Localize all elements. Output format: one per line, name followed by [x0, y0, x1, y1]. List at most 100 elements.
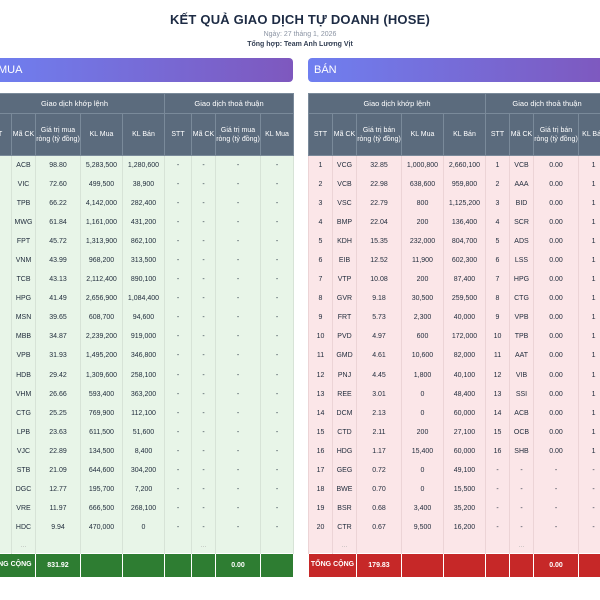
ellipsis-cell	[215, 537, 261, 554]
table-cell: 31.93	[35, 346, 81, 366]
ellipsis-cell	[356, 537, 402, 554]
table-cell: 0.00	[533, 441, 579, 461]
table-cell: 5	[0, 231, 12, 251]
table-cell: 21.09	[35, 461, 81, 481]
table-cell: 200	[401, 270, 444, 290]
table-cell: 5	[0, 422, 12, 442]
table-cell: -	[191, 327, 216, 347]
buy-total-value: 831.92	[35, 552, 81, 578]
table-cell: -	[191, 384, 216, 404]
table-cell: 600	[401, 327, 444, 347]
table-cell: 39.65	[35, 308, 81, 328]
sell-panel-header: BÁN	[308, 58, 600, 82]
table-cell: 1,280,600	[122, 155, 165, 175]
table-cell: BID	[509, 193, 534, 213]
table-cell: 1	[0, 155, 12, 175]
table-cell: -	[215, 384, 261, 404]
table-cell: -	[191, 270, 216, 290]
table-row: 2 VCB 22.98 638,600 959,800 2 AAA 0.00 1	[308, 174, 600, 194]
buy-total-empty	[259, 552, 295, 578]
table-cell: 16	[485, 441, 510, 461]
sell-col-stt: STT	[308, 113, 333, 156]
ellipsis-cell: ...	[509, 537, 534, 554]
table-cell: -	[164, 270, 192, 290]
table-cell: 0.00	[533, 384, 579, 404]
table-cell: 1	[577, 212, 600, 232]
buy-col-vol-sell: KL Bán	[122, 113, 165, 156]
table-cell: 0.68	[356, 499, 402, 519]
table-cell: 666,500	[80, 499, 123, 519]
table-cell: 45.72	[35, 231, 81, 251]
table-cell: 0	[401, 480, 444, 500]
table-cell: -	[259, 212, 295, 232]
table-cell: LSS	[509, 250, 534, 271]
table-cell: SCR	[509, 212, 534, 232]
table-cell: -	[164, 461, 192, 481]
table-cell: 769,900	[80, 403, 123, 423]
table-cell: 1	[577, 308, 600, 328]
table-cell: -	[577, 480, 600, 500]
table-cell: VCB	[509, 155, 534, 175]
table-cell: -	[191, 193, 216, 213]
table-cell: -	[215, 461, 261, 481]
table-cell: 82,000	[443, 346, 486, 366]
table-cell: 11	[308, 346, 333, 366]
buy-total-empty	[80, 552, 123, 578]
table-cell: 4	[308, 212, 333, 232]
table-cell: 2,656,900	[80, 289, 123, 309]
table-cell: 919,000	[122, 327, 165, 347]
table-cell: -	[191, 212, 216, 232]
table-cell: -	[164, 308, 192, 328]
table-cell: -	[164, 384, 192, 404]
table-cell: 5,283,500	[80, 155, 123, 175]
table-cell: -	[577, 518, 600, 538]
table-row: 20 CTR 0.67 9,500 16,200- - - -	[308, 518, 600, 538]
table-cell: STB	[11, 461, 36, 481]
table-cell: ACB	[11, 155, 36, 175]
table-cell: FRT	[332, 308, 357, 328]
table-cell: TCB	[11, 270, 36, 290]
table-cell: 1	[577, 327, 600, 347]
table-cell: CTG	[11, 403, 36, 423]
table-cell: KDH	[332, 231, 357, 251]
table-cell: 40,000	[443, 308, 486, 328]
table-cell: 0.00	[533, 174, 579, 194]
table-cell: -	[191, 518, 216, 538]
table-cell: -	[215, 289, 261, 309]
table-cell: 12.77	[35, 480, 81, 500]
table-cell: -	[577, 499, 600, 519]
table-cell: 6	[485, 250, 510, 271]
buy-table: Giao dịch khớp lệnh Giao dịch thoả thuận…	[0, 93, 295, 578]
table-row: 1 VCG 32.85 1,000,800 2,660,100 1 VCB 0.00 1	[308, 155, 600, 175]
table-cell: 3	[485, 193, 510, 213]
table-cell: GVR	[332, 289, 357, 309]
table-cell: 3	[0, 384, 12, 404]
table-cell: 1	[577, 289, 600, 309]
table-cell: -	[485, 461, 510, 481]
table-cell: 638,600	[401, 174, 444, 194]
table-row: 16 HDG 1.17 15,400 60,000 16 SHB 0.00 1	[308, 441, 600, 461]
table-cell: HPG	[11, 289, 36, 309]
table-cell: 2,112,400	[80, 270, 123, 290]
table-cell: VHM	[11, 384, 36, 404]
table-cell: -	[215, 499, 261, 519]
table-cell: 1	[485, 155, 510, 175]
table-cell: HDC	[11, 518, 36, 538]
table-cell: -	[259, 384, 295, 404]
table-cell: -	[215, 155, 261, 175]
table-cell: PNJ	[332, 365, 357, 385]
table-cell: 0	[401, 403, 444, 423]
table-cell: 602,300	[443, 250, 486, 271]
table-cell: 1,000,800	[401, 155, 444, 175]
table-cell: 3.01	[356, 384, 402, 404]
table-cell: MWG	[11, 212, 36, 232]
table-cell: -	[164, 193, 192, 213]
report-author: Tổng hợp: Team Anh Lương Vịt	[247, 41, 353, 48]
report-header: KẾT QUẢ GIAO DỊCH TỰ DOANH (HOSE) Ngày: …	[0, 0, 600, 56]
buy-col-stt: TT	[0, 113, 12, 156]
table-cell: 60,000	[443, 403, 486, 423]
table-cell: 862,100	[122, 231, 165, 251]
